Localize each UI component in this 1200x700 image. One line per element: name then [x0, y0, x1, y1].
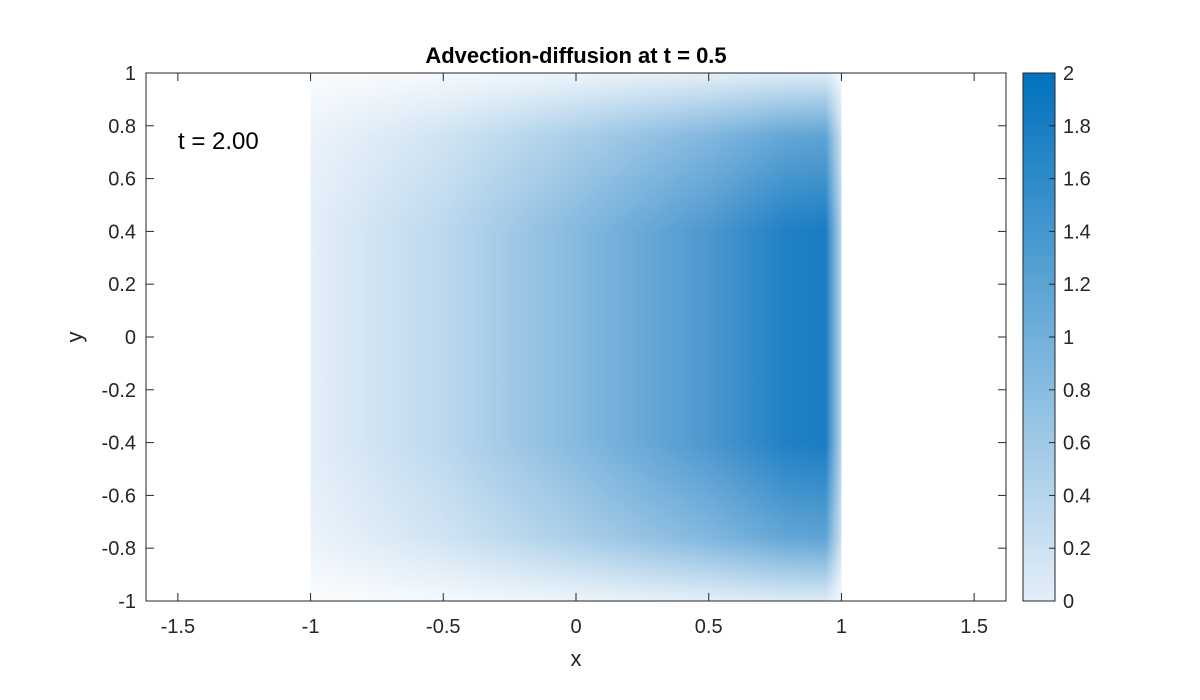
y-tick-label: -0.6: [102, 485, 136, 507]
y-tick-label: -0.4: [102, 433, 136, 455]
y-tick-label: -1: [118, 591, 136, 613]
colorbar-tick-label: 2: [1063, 63, 1074, 85]
y-tick-label: 0.2: [108, 274, 136, 296]
x-axis-ticks: -1.5 -1 -0.5 0 0.5 1 1.5: [161, 73, 988, 638]
y-tick-label: 1: [125, 63, 136, 85]
x-tick-label: -0.5: [426, 616, 460, 638]
colorbar-tick-label: 1: [1063, 327, 1074, 349]
x-axis-label: x: [571, 646, 582, 671]
colorbar-tick-label: 0: [1063, 591, 1074, 613]
y-tick-label: 0.4: [108, 221, 136, 243]
colorbar-tick-label: 0.2: [1063, 538, 1091, 560]
x-tick-label: 1: [836, 616, 847, 638]
x-tick-label: 1.5: [960, 616, 988, 638]
field-edge-fade: [310, 73, 842, 601]
y-tick-label: -0.8: [102, 538, 136, 560]
x-tick-label: 0.5: [695, 616, 723, 638]
heatmap-field: [310, 73, 842, 601]
time-annotation: t = 2.00: [178, 128, 259, 155]
plot-area: -1.5 -1 -0.5 0 0.5 1 1.5 -1 -0.8 -0.6 -0.4 -0.2 0 0.…: [102, 63, 1007, 638]
colorbar-tick-label: 0.8: [1063, 380, 1091, 402]
colorbar-ticks: 0 0.2 0.4 0.6 0.8 1 1.2 1.4 1.6 1.8 2: [1049, 63, 1091, 613]
y-tick-label: 0.6: [108, 169, 136, 191]
colorbar-tick-label: 1.8: [1063, 116, 1091, 138]
y-tick-label: 0.8: [108, 116, 136, 138]
colorbar: 0 0.2 0.4 0.6 0.8 1 1.2 1.4 1.6 1.8 2: [1022, 63, 1091, 613]
x-tick-label: -1: [302, 616, 320, 638]
colorbar-tick-label: 1.6: [1063, 169, 1091, 191]
x-tick-label: -1.5: [161, 616, 195, 638]
y-tick-label: -0.2: [102, 380, 136, 402]
x-tick-label: 0: [570, 616, 581, 638]
y-tick-label: 0: [125, 327, 136, 349]
colorbar-tick-label: 0.6: [1063, 433, 1091, 455]
colorbar-tick-label: 1.2: [1063, 274, 1091, 296]
chart-title: Advection-diffusion at t = 0.5: [425, 43, 726, 68]
colorbar-tick-label: 0.4: [1063, 485, 1091, 507]
y-axis-ticks: -1 -0.8 -0.6 -0.4 -0.2 0 0.2 0.4 0.6 0.8 1: [102, 63, 1006, 613]
y-axis-label: y: [62, 332, 87, 343]
colorbar-tick-label: 1.4: [1063, 221, 1091, 243]
